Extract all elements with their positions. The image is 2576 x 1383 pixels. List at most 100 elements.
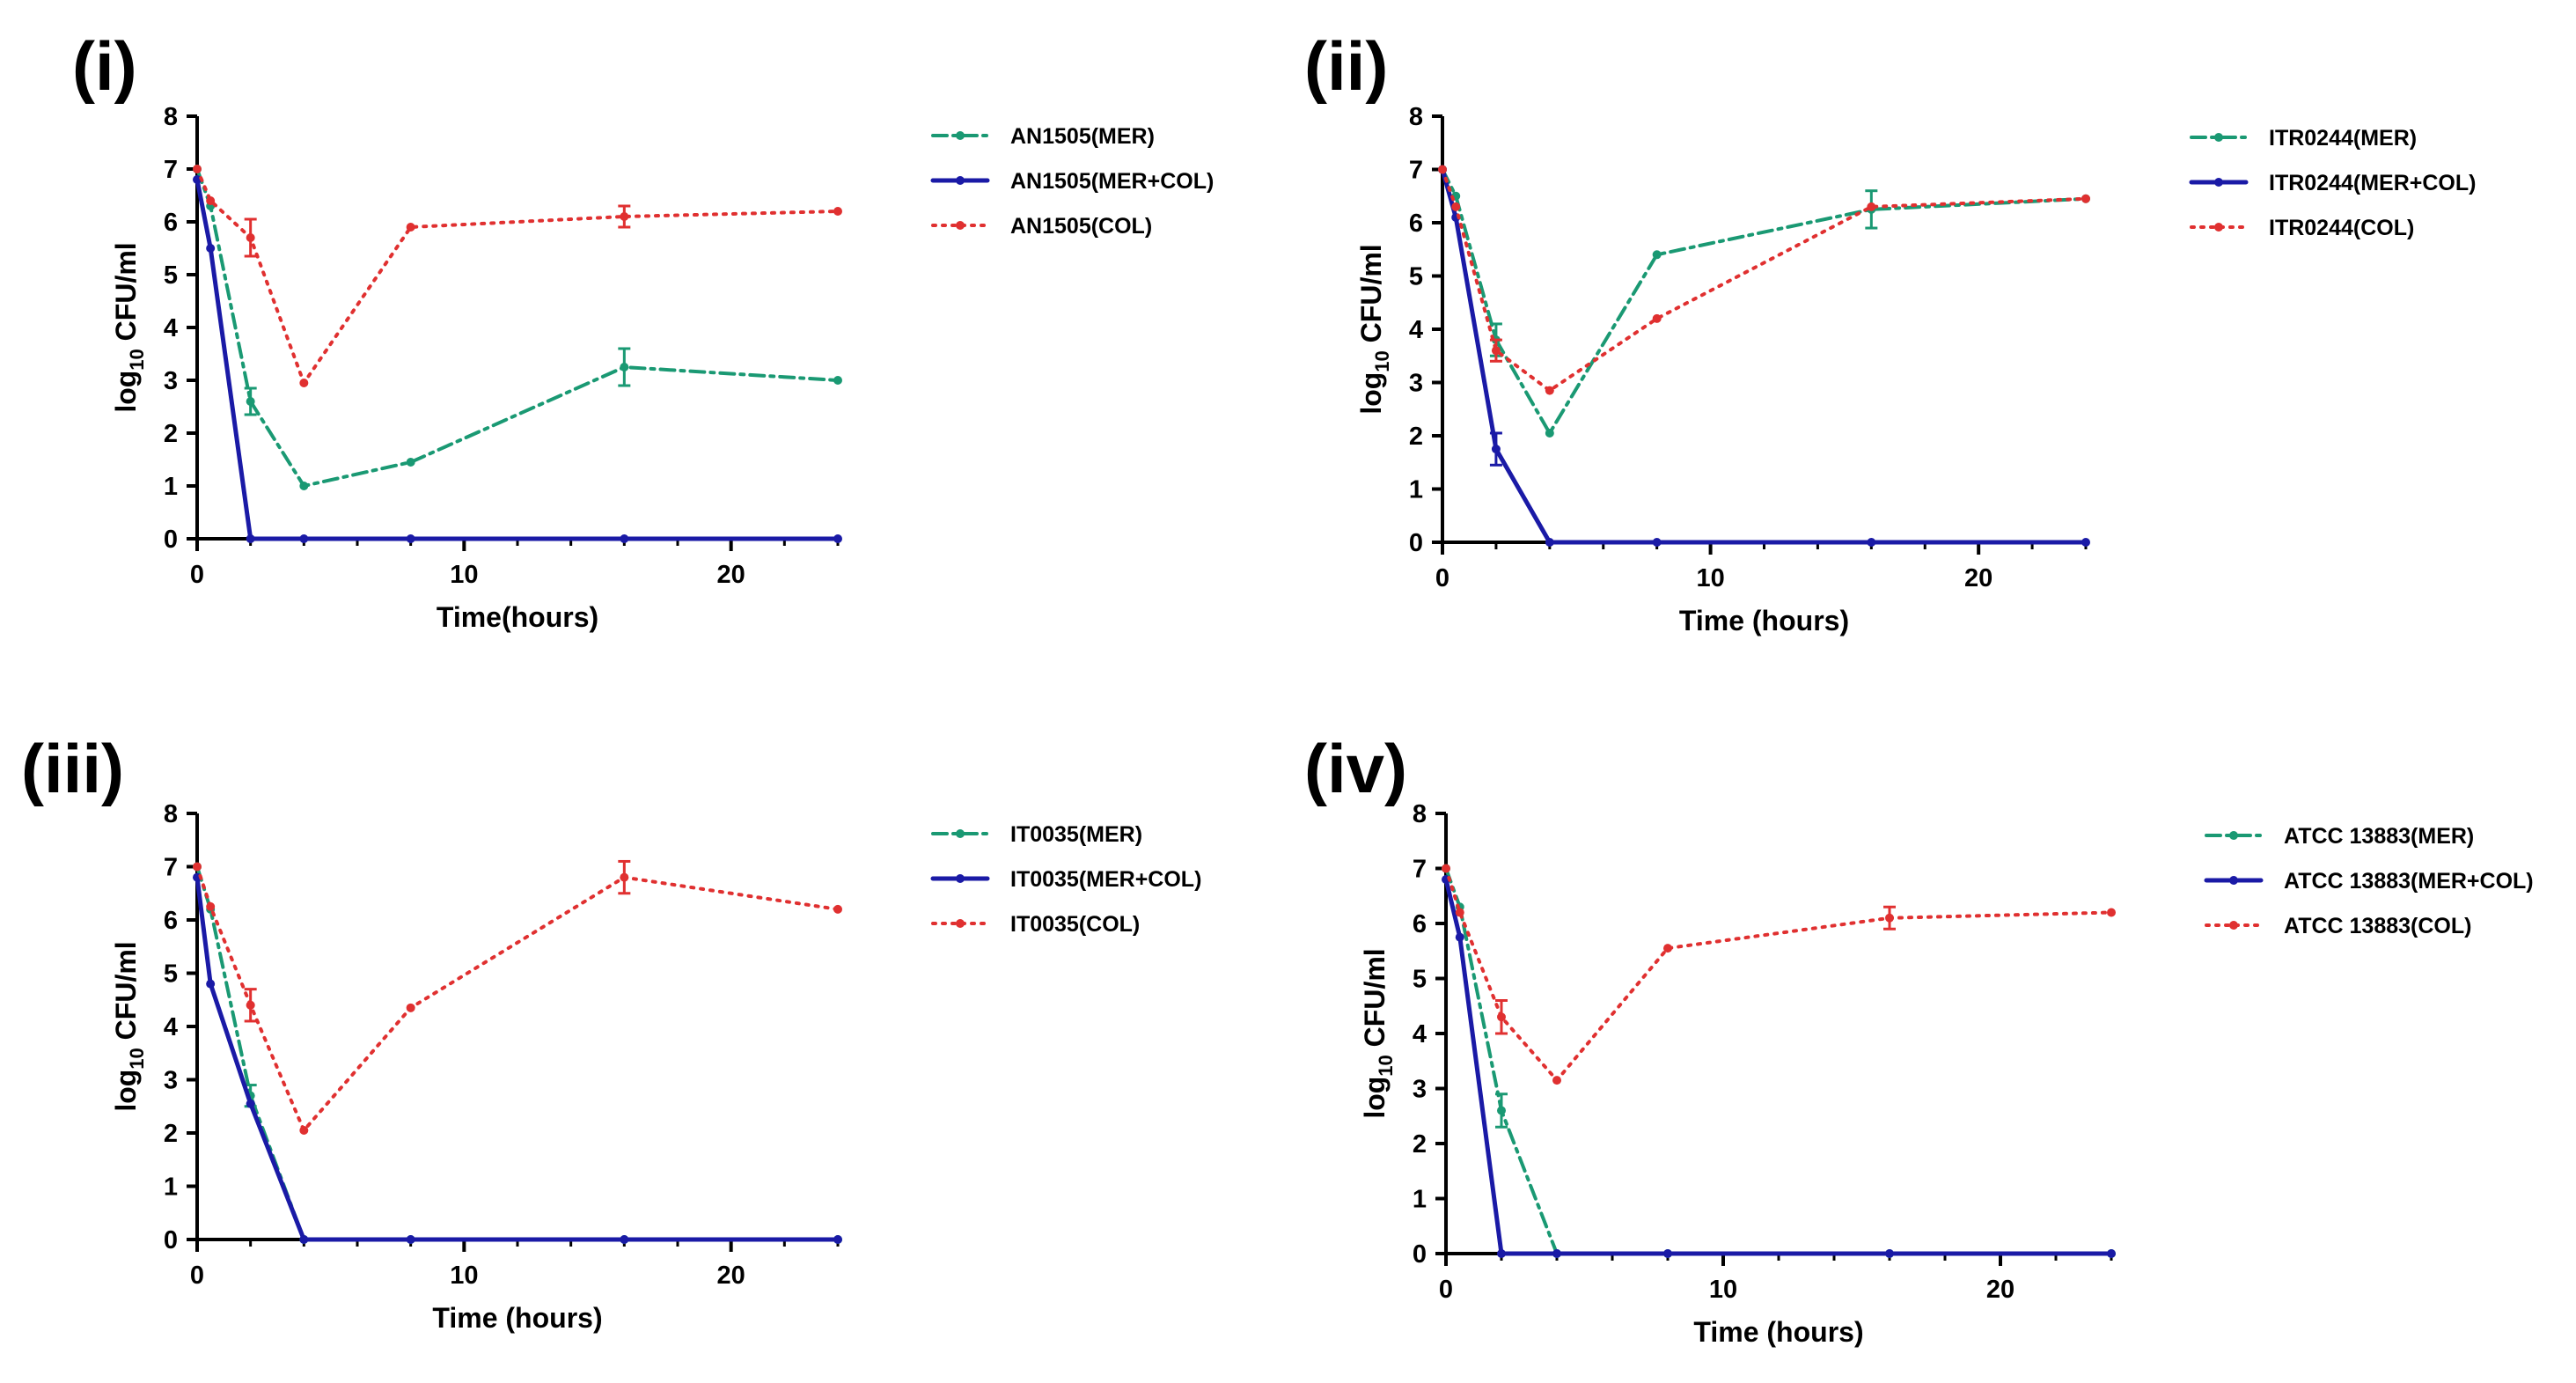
series-dotted bbox=[1442, 864, 2116, 1085]
data-point bbox=[833, 1235, 842, 1244]
panel-label: (iii) bbox=[21, 730, 124, 807]
x-tick-label: 10 bbox=[450, 561, 478, 589]
y-axis-title-subscript: 10 bbox=[1371, 350, 1393, 371]
legend-swatch-marker bbox=[2214, 133, 2223, 142]
y-tick-label: 1 bbox=[164, 1173, 178, 1202]
legend-label: AN1505(COL) bbox=[1010, 214, 1152, 239]
y-tick-label: 3 bbox=[164, 367, 178, 395]
y-axis-title: log10 CFU/ml bbox=[1359, 948, 1397, 1118]
data-point bbox=[406, 1235, 415, 1244]
y-axis-title: log10 CFU/ml bbox=[110, 242, 148, 412]
series-dashdot bbox=[193, 862, 842, 1244]
data-point bbox=[299, 379, 309, 387]
data-point bbox=[620, 212, 629, 221]
legend-label: AN1505(MER+COL) bbox=[1010, 169, 1214, 194]
y-tick-label: 5 bbox=[164, 261, 178, 290]
y-tick-label: 8 bbox=[164, 800, 178, 828]
legend-label: ATCC 13883(MER+COL) bbox=[2284, 869, 2534, 894]
y-tick-label: 2 bbox=[1409, 423, 1423, 451]
series-line bbox=[195, 864, 840, 1132]
data-point bbox=[246, 1099, 255, 1108]
y-tick-label: 7 bbox=[164, 156, 178, 184]
y-axis-title-unit: CFU/ml bbox=[110, 941, 142, 1048]
data-point bbox=[1652, 250, 1662, 260]
data-point bbox=[2107, 908, 2116, 917]
data-point bbox=[1545, 538, 1554, 547]
data-point bbox=[299, 534, 309, 543]
data-point bbox=[246, 1000, 255, 1010]
data-point bbox=[1491, 445, 1501, 454]
data-point bbox=[1867, 538, 1876, 547]
data-point bbox=[206, 244, 216, 253]
y-axis-title-base: log bbox=[110, 371, 142, 413]
legend-swatch-marker bbox=[956, 829, 965, 838]
y-axis-title-unit: CFU/ml bbox=[110, 242, 142, 349]
y-axis-title-unit: CFU/ml bbox=[1359, 948, 1391, 1055]
y-axis-title-subscript: 10 bbox=[1375, 1055, 1397, 1076]
panel-label: (ii) bbox=[1304, 27, 1388, 105]
series-line bbox=[195, 864, 840, 1241]
panel-label: (iv) bbox=[1304, 730, 1407, 807]
data-point bbox=[1491, 346, 1501, 356]
y-tick-label: 2 bbox=[164, 420, 178, 448]
data-point bbox=[1885, 1249, 1894, 1258]
legend-label: IT0035(MER+COL) bbox=[1010, 867, 1201, 892]
data-point bbox=[620, 363, 629, 371]
x-tick-label: 20 bbox=[717, 1262, 745, 1290]
y-tick-label: 7 bbox=[164, 854, 178, 882]
legend-swatch-marker bbox=[956, 131, 965, 140]
data-point bbox=[833, 534, 842, 543]
x-axis-title: Time (hours) bbox=[1679, 605, 1849, 636]
x-axis-title: Time (hours) bbox=[1693, 1316, 1863, 1348]
series-line bbox=[1440, 167, 2088, 545]
y-tick-label: 0 bbox=[164, 1226, 178, 1254]
data-point bbox=[620, 872, 629, 882]
legend-swatch-marker bbox=[956, 874, 965, 883]
data-point bbox=[299, 1235, 309, 1244]
series-dotted bbox=[193, 859, 842, 1135]
data-point bbox=[1497, 1012, 1506, 1022]
data-point bbox=[206, 901, 216, 911]
series-line bbox=[1444, 866, 2113, 1255]
y-tick-label: 4 bbox=[1413, 1020, 1427, 1048]
y-tick-label: 8 bbox=[1413, 800, 1427, 828]
data-point bbox=[206, 979, 216, 989]
data-point bbox=[1442, 864, 1450, 873]
panel-label: (i) bbox=[72, 27, 137, 105]
data-point bbox=[2081, 194, 2090, 203]
series-line bbox=[195, 167, 840, 385]
data-point bbox=[246, 233, 255, 242]
series-dashdot bbox=[1438, 165, 2090, 438]
legend-swatch-marker bbox=[956, 176, 965, 185]
y-axis-title-subscript: 10 bbox=[126, 1048, 148, 1069]
legend-label: IT0035(COL) bbox=[1010, 912, 1140, 937]
y-tick-label: 0 bbox=[164, 526, 178, 554]
y-axis-title-base: log bbox=[1355, 372, 1387, 415]
data-point bbox=[1885, 913, 1894, 923]
legend-label: ATCC 13883(MER) bbox=[2284, 824, 2474, 849]
data-point bbox=[206, 196, 216, 205]
y-tick-label: 1 bbox=[1413, 1186, 1427, 1214]
legend-swatch-marker bbox=[956, 221, 965, 230]
legend-label: IT0035(MER) bbox=[1010, 822, 1142, 847]
series-line bbox=[194, 875, 840, 1242]
y-tick-label: 3 bbox=[164, 1067, 178, 1095]
y-tick-label: 1 bbox=[1409, 476, 1423, 504]
data-point bbox=[620, 534, 629, 543]
data-point bbox=[1663, 944, 1672, 953]
series-line bbox=[194, 177, 840, 541]
y-tick-label: 0 bbox=[1413, 1240, 1427, 1269]
x-axis-title: Time(hours) bbox=[437, 601, 598, 633]
data-point bbox=[193, 165, 202, 173]
y-tick-label: 5 bbox=[164, 960, 178, 989]
data-point bbox=[299, 482, 309, 490]
legend-swatch-marker bbox=[2229, 831, 2238, 840]
data-point bbox=[406, 458, 415, 467]
x-tick-label: 20 bbox=[717, 561, 745, 589]
data-point bbox=[1497, 1249, 1506, 1258]
data-point bbox=[2081, 538, 2090, 547]
legend-swatch-marker bbox=[956, 919, 965, 928]
legend-label: ATCC 13883(COL) bbox=[2284, 914, 2471, 938]
data-point bbox=[1455, 908, 1464, 917]
